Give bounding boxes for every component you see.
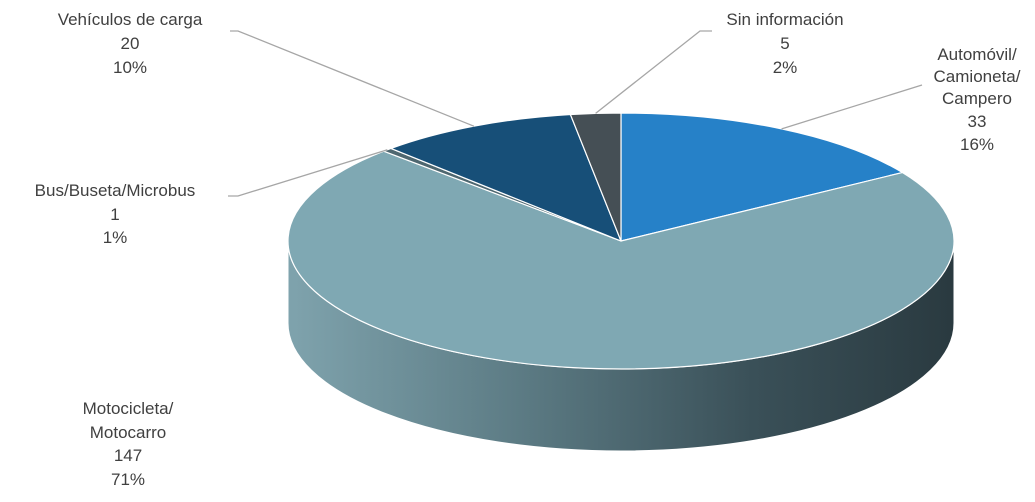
leader-sin-informacion — [595, 30, 712, 114]
label-motocicleta: Motocicleta/ Motocarro 147 71% — [83, 399, 174, 489]
label-automovil-value: 33 — [968, 112, 987, 131]
label-sin-informacion-value: 5 — [780, 34, 789, 53]
label-bus: Bus/Buseta/Microbus 1 1% — [35, 181, 196, 247]
label-sin-informacion-line1: Sin información — [726, 10, 843, 29]
slice-automovil — [620, 112, 903, 242]
leader-bus — [228, 149, 388, 197]
label-motocicleta-line2: Motocarro — [90, 423, 167, 442]
label-vehiculos-carga-line1: Vehículos de carga — [58, 10, 203, 29]
label-automovil-line3: Campero — [942, 89, 1012, 108]
label-motocicleta-value: 147 — [114, 446, 142, 465]
leader-lines — [228, 30, 923, 197]
label-vehiculos-carga-percent: 10% — [113, 58, 147, 77]
label-automovil: Automóvil/ Camioneta/ Campero 33 16% — [934, 45, 1021, 154]
leader-automovil — [781, 84, 923, 130]
label-motocicleta-percent: 71% — [111, 470, 145, 489]
label-motocicleta-line1: Motocicleta/ — [83, 399, 174, 418]
label-bus-value: 1 — [110, 205, 119, 224]
label-bus-line1: Bus/Buseta/Microbus — [35, 181, 196, 200]
pie-slices — [287, 112, 955, 370]
label-automovil-percent: 16% — [960, 135, 994, 154]
label-automovil-line2: Camioneta/ — [934, 67, 1021, 86]
label-sin-informacion: Sin información 5 2% — [726, 10, 843, 77]
label-automovil-line1: Automóvil/ — [937, 45, 1017, 64]
label-vehiculos-carga-value: 20 — [121, 34, 140, 53]
leader-vehiculos-carga — [230, 30, 475, 127]
label-vehiculos-carga: Vehículos de carga 20 10% — [58, 10, 203, 77]
label-bus-percent: 1% — [103, 228, 128, 247]
label-sin-informacion-percent: 2% — [773, 58, 798, 77]
slice-motocicleta — [287, 150, 955, 370]
